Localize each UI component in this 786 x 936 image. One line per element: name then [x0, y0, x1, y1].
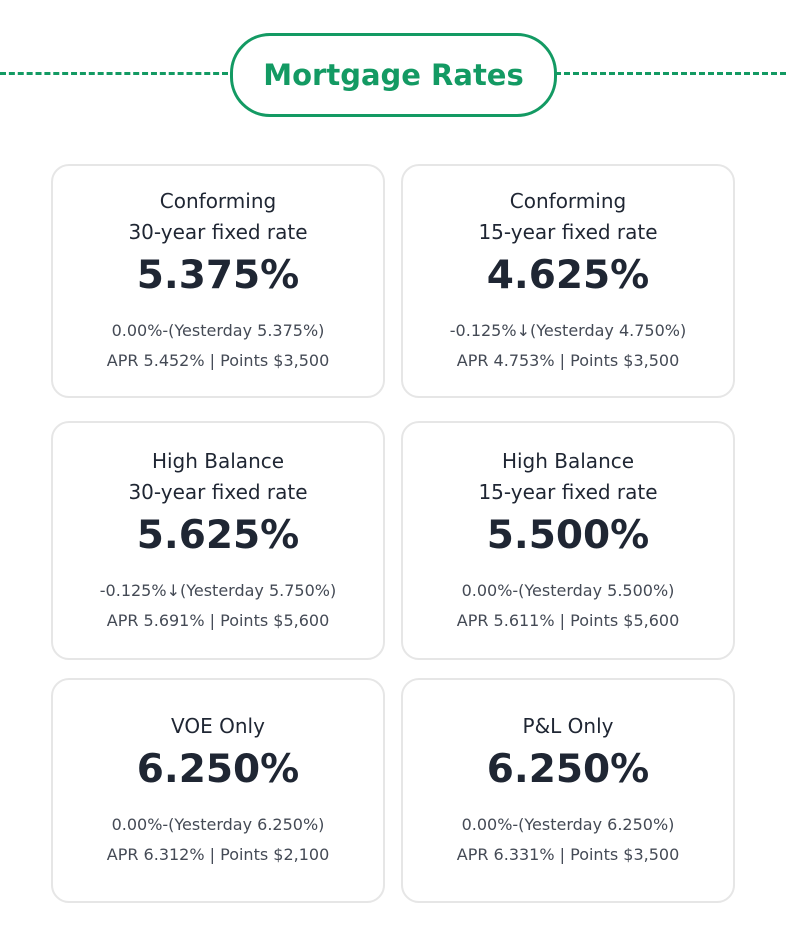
divider	[555, 72, 786, 75]
card-title: P&L Only	[522, 714, 614, 738]
rate-card: High Balance 30-year fixed rate 5.625% -0.1…	[51, 421, 385, 660]
rate-card: High Balance 15-year fixed rate 5.500% 0.00…	[401, 421, 735, 660]
rate: 5.375%	[136, 253, 300, 298]
divider	[0, 72, 228, 75]
card-title: High Balance	[501, 448, 635, 473]
card-title: 30-year fixed rate	[128, 220, 308, 244]
rate: 5.500%	[486, 512, 650, 558]
change: 0.00%-(Yesterday 6.250%)	[111, 815, 325, 834]
card-title: 15-year fixed rate	[478, 220, 658, 244]
rate-card: Conforming 30-year fixed rate 5.375% 0.00%-…	[51, 164, 385, 398]
card-title: High Balance	[151, 448, 285, 473]
card-title: VOE Only	[171, 714, 265, 738]
card-title: 30-year fixed rate	[128, 479, 308, 504]
rate-card: VOE Only 6.250% 0.00%-(Yesterday 6.250%) AP…	[51, 678, 385, 903]
change: -0.125%↓(Yesterday 5.750%)	[99, 580, 337, 600]
change: 0.00%-(Yesterday 6.250%)	[461, 815, 675, 834]
change: 0.00%-(Yesterday 5.500%)	[461, 580, 675, 600]
change: 0.00%-(Yesterday 5.375%)	[111, 321, 325, 340]
title-badge: Mortgage Rates	[230, 33, 557, 117]
card-title: Conforming	[509, 189, 627, 213]
details: APR 6.312% | Points $2,100	[106, 845, 330, 864]
title: Mortgage Rates	[263, 58, 524, 92]
card-title: Conforming	[159, 189, 277, 213]
details: APR 5.611% | Points $5,600	[456, 610, 680, 630]
details: APR 6.331% | Points $3,500	[456, 845, 680, 864]
rate-card: Conforming 15-year fixed rate 4.625% -0.125…	[401, 164, 735, 398]
details: APR 4.753% | Points $3,500	[456, 351, 680, 370]
change: -0.125%↓(Yesterday 4.750%)	[449, 321, 687, 340]
rate: 4.625%	[486, 253, 650, 298]
rate: 5.625%	[136, 512, 300, 558]
rate: 6.250%	[486, 747, 650, 792]
card-title: 15-year fixed rate	[478, 479, 658, 504]
details: APR 5.691% | Points $5,600	[106, 610, 330, 630]
details: APR 5.452% | Points $3,500	[106, 351, 330, 370]
rate-card: P&L Only 6.250% 0.00%-(Yesterday 6.250%) AP…	[401, 678, 735, 903]
rate: 6.250%	[136, 747, 300, 792]
